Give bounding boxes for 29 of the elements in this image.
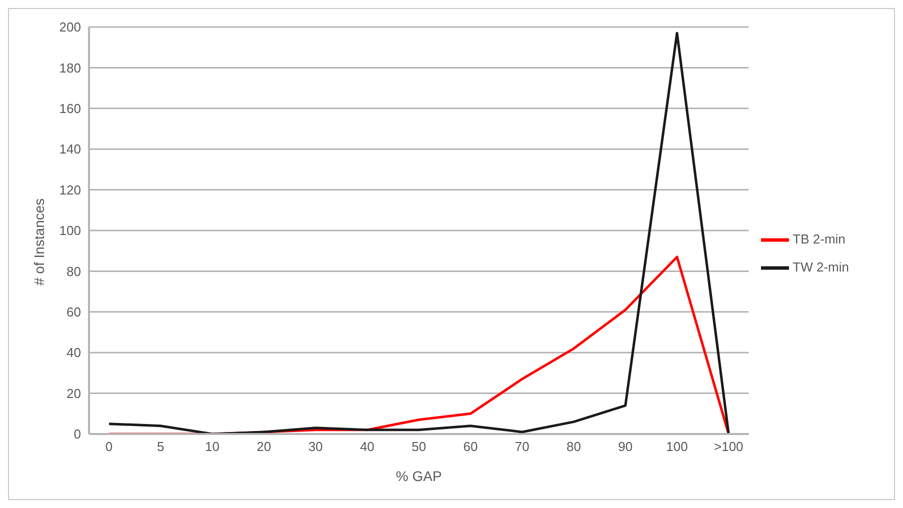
x-tick-label: 80 <box>566 439 581 454</box>
line-series <box>108 32 730 434</box>
y-tick-label: 20 <box>66 386 81 401</box>
x-tick-label: 10 <box>205 439 220 454</box>
y-tick-label: 200 <box>59 20 81 35</box>
y-tick-label: 40 <box>66 345 81 360</box>
y-tick-label: 120 <box>59 182 81 198</box>
x-tick-label: 30 <box>308 439 323 454</box>
legend-label: TB 2-min <box>792 231 846 246</box>
x-tick-label: 40 <box>360 439 374 454</box>
y-tick-label: 80 <box>66 264 81 279</box>
x-axis-title: % GAP <box>396 468 442 484</box>
y-tick-label: 60 <box>66 304 81 320</box>
x-tick-label: >100 <box>714 439 744 454</box>
y-tick-label: 0 <box>74 426 81 442</box>
x-tick-label: 50 <box>412 439 426 454</box>
legend-label: TW 2-min <box>792 259 849 274</box>
x-tick-label: 0 <box>105 439 113 454</box>
x-tick-label: 60 <box>463 439 478 454</box>
x-tick-label: 5 <box>157 439 164 454</box>
y-axis-title: # of Instances <box>30 198 47 286</box>
y-tick-label: 140 <box>59 142 81 157</box>
y-tick-label: 160 <box>59 101 81 116</box>
x-tick-label: 20 <box>256 439 272 454</box>
y-tick-label: 180 <box>59 60 81 76</box>
x-tick-label: 100 <box>666 439 688 454</box>
x-tick-label: 70 <box>514 439 530 454</box>
y-tick-label: 100 <box>59 223 81 238</box>
x-tick-label: 90 <box>618 439 633 454</box>
